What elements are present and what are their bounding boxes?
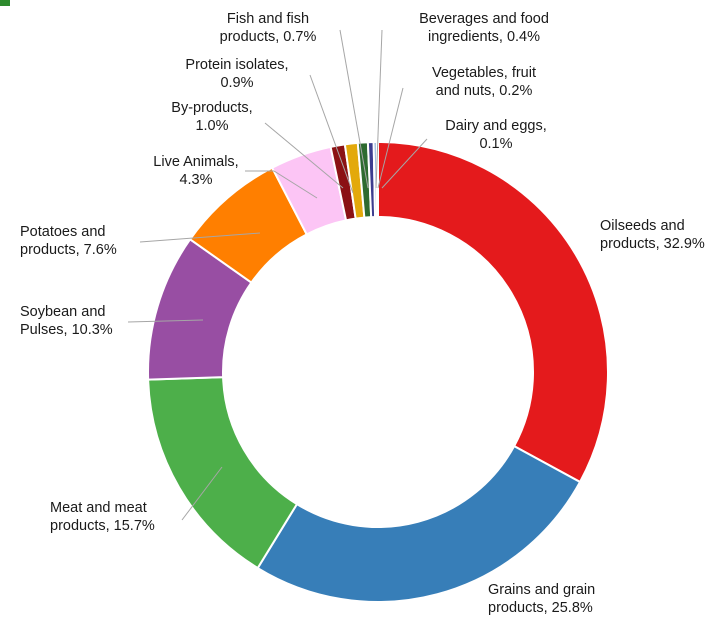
- label-by-products: By-products, 1.0%: [171, 100, 252, 134]
- label-fish-and-fish-products: Fish and fish products, 0.7%: [220, 11, 317, 45]
- slice-meat-and-meat-products: [147, 376, 299, 570]
- leader-line-soybean-and-pulses: [127, 319, 204, 323]
- label-potatoes-and-products: Potatoes and products, 7.6%: [20, 224, 117, 258]
- leader-line-fish-and-fish-products: [339, 29, 369, 189]
- leader-lines-group: [127, 29, 428, 521]
- label-dairy-and-eggs: Dairy and eggs, 0.1%: [445, 118, 547, 152]
- label-soybean-and-pulses: Soybean and Pulses, 10.3%: [20, 304, 113, 338]
- label-oilseeds-and-products: Oilseeds and products, 32.9%: [600, 218, 705, 252]
- leader-line-potatoes-and-products: [139, 232, 261, 243]
- leader-line-by-products: [264, 122, 344, 189]
- slice-oilseeds-and-products: [377, 140, 609, 484]
- label-live-animals: Live Animals, 4.3%: [153, 154, 238, 188]
- label-vegetables-fruit-and-nuts: Vegetables, fruit and nuts, 0.2%: [432, 65, 536, 99]
- leader-line-beverages-and-food-ingredients: [375, 29, 383, 189]
- label-protein-isolates: Protein isolates, 0.9%: [185, 57, 288, 91]
- label-meat-and-meat-products: Meat and meat products, 15.7%: [50, 500, 155, 534]
- corner-accent-mark: [0, 0, 10, 6]
- slices-group: [147, 140, 609, 603]
- label-beverages-and-food-ingredients: Beverages and food ingredients, 0.4%: [419, 11, 549, 45]
- leader-line-vegetables-fruit-and-nuts: [377, 87, 404, 189]
- leader-line-dairy-and-eggs: [381, 138, 428, 189]
- label-grains-and-grain-products: Grains and grain products, 25.8%: [488, 582, 595, 616]
- leader-line-meat-and-meat-products: [181, 466, 223, 521]
- leader-line-live-animals: [245, 170, 318, 199]
- slice-grains-and-grain-products: [256, 444, 582, 603]
- labels-group: Oilseeds and products, 32.9% Grains and gr…: [20, 11, 705, 616]
- leader-line-protein-isolates: [309, 74, 354, 194]
